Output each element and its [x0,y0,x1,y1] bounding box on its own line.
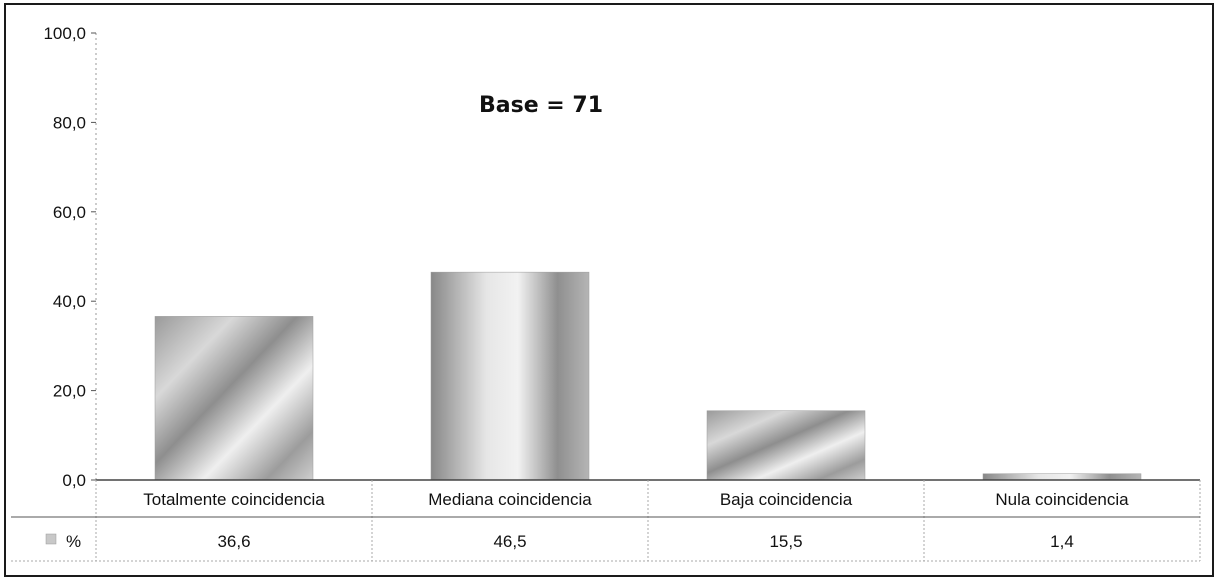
y-tick-label: 0,0 [62,471,86,490]
bar-2 [430,271,590,481]
category-label: Totalmente coincidencia [143,490,325,509]
category-label: Baja coincidencia [720,490,853,509]
category-label: Mediana coincidencia [428,490,592,509]
value-label: 1,4 [1050,532,1074,551]
series-name: % [66,532,81,551]
bar-4 [982,473,1142,481]
chart-title: Base = 71 [479,93,603,118]
value-label: 46,5 [493,532,526,551]
bar-1 [154,316,314,481]
y-tick-label: 80,0 [53,113,86,132]
bars [96,271,1200,481]
data-table: Totalmente coincidencia Mediana coinciden… [11,480,1201,562]
bar-chart: Base = 71 0,0 20,0 40,0 60,0 80,0 100,0 Total… [11,24,1201,562]
chart-frame: Base = 71 0,0 20,0 40,0 60,0 80,0 100,0 Total… [4,3,1214,577]
legend-swatch [45,533,57,545]
bar-3 [706,410,866,481]
y-axis: 0,0 20,0 40,0 60,0 80,0 100,0 [43,24,97,490]
category-label: Nula coincidencia [995,490,1129,509]
value-label: 15,5 [769,532,802,551]
y-tick-label: 60,0 [53,203,86,222]
y-tick-label: 40,0 [53,292,86,311]
value-label: 36,6 [217,532,250,551]
y-tick-label: 20,0 [53,382,86,401]
y-tick-label: 100,0 [43,24,86,43]
